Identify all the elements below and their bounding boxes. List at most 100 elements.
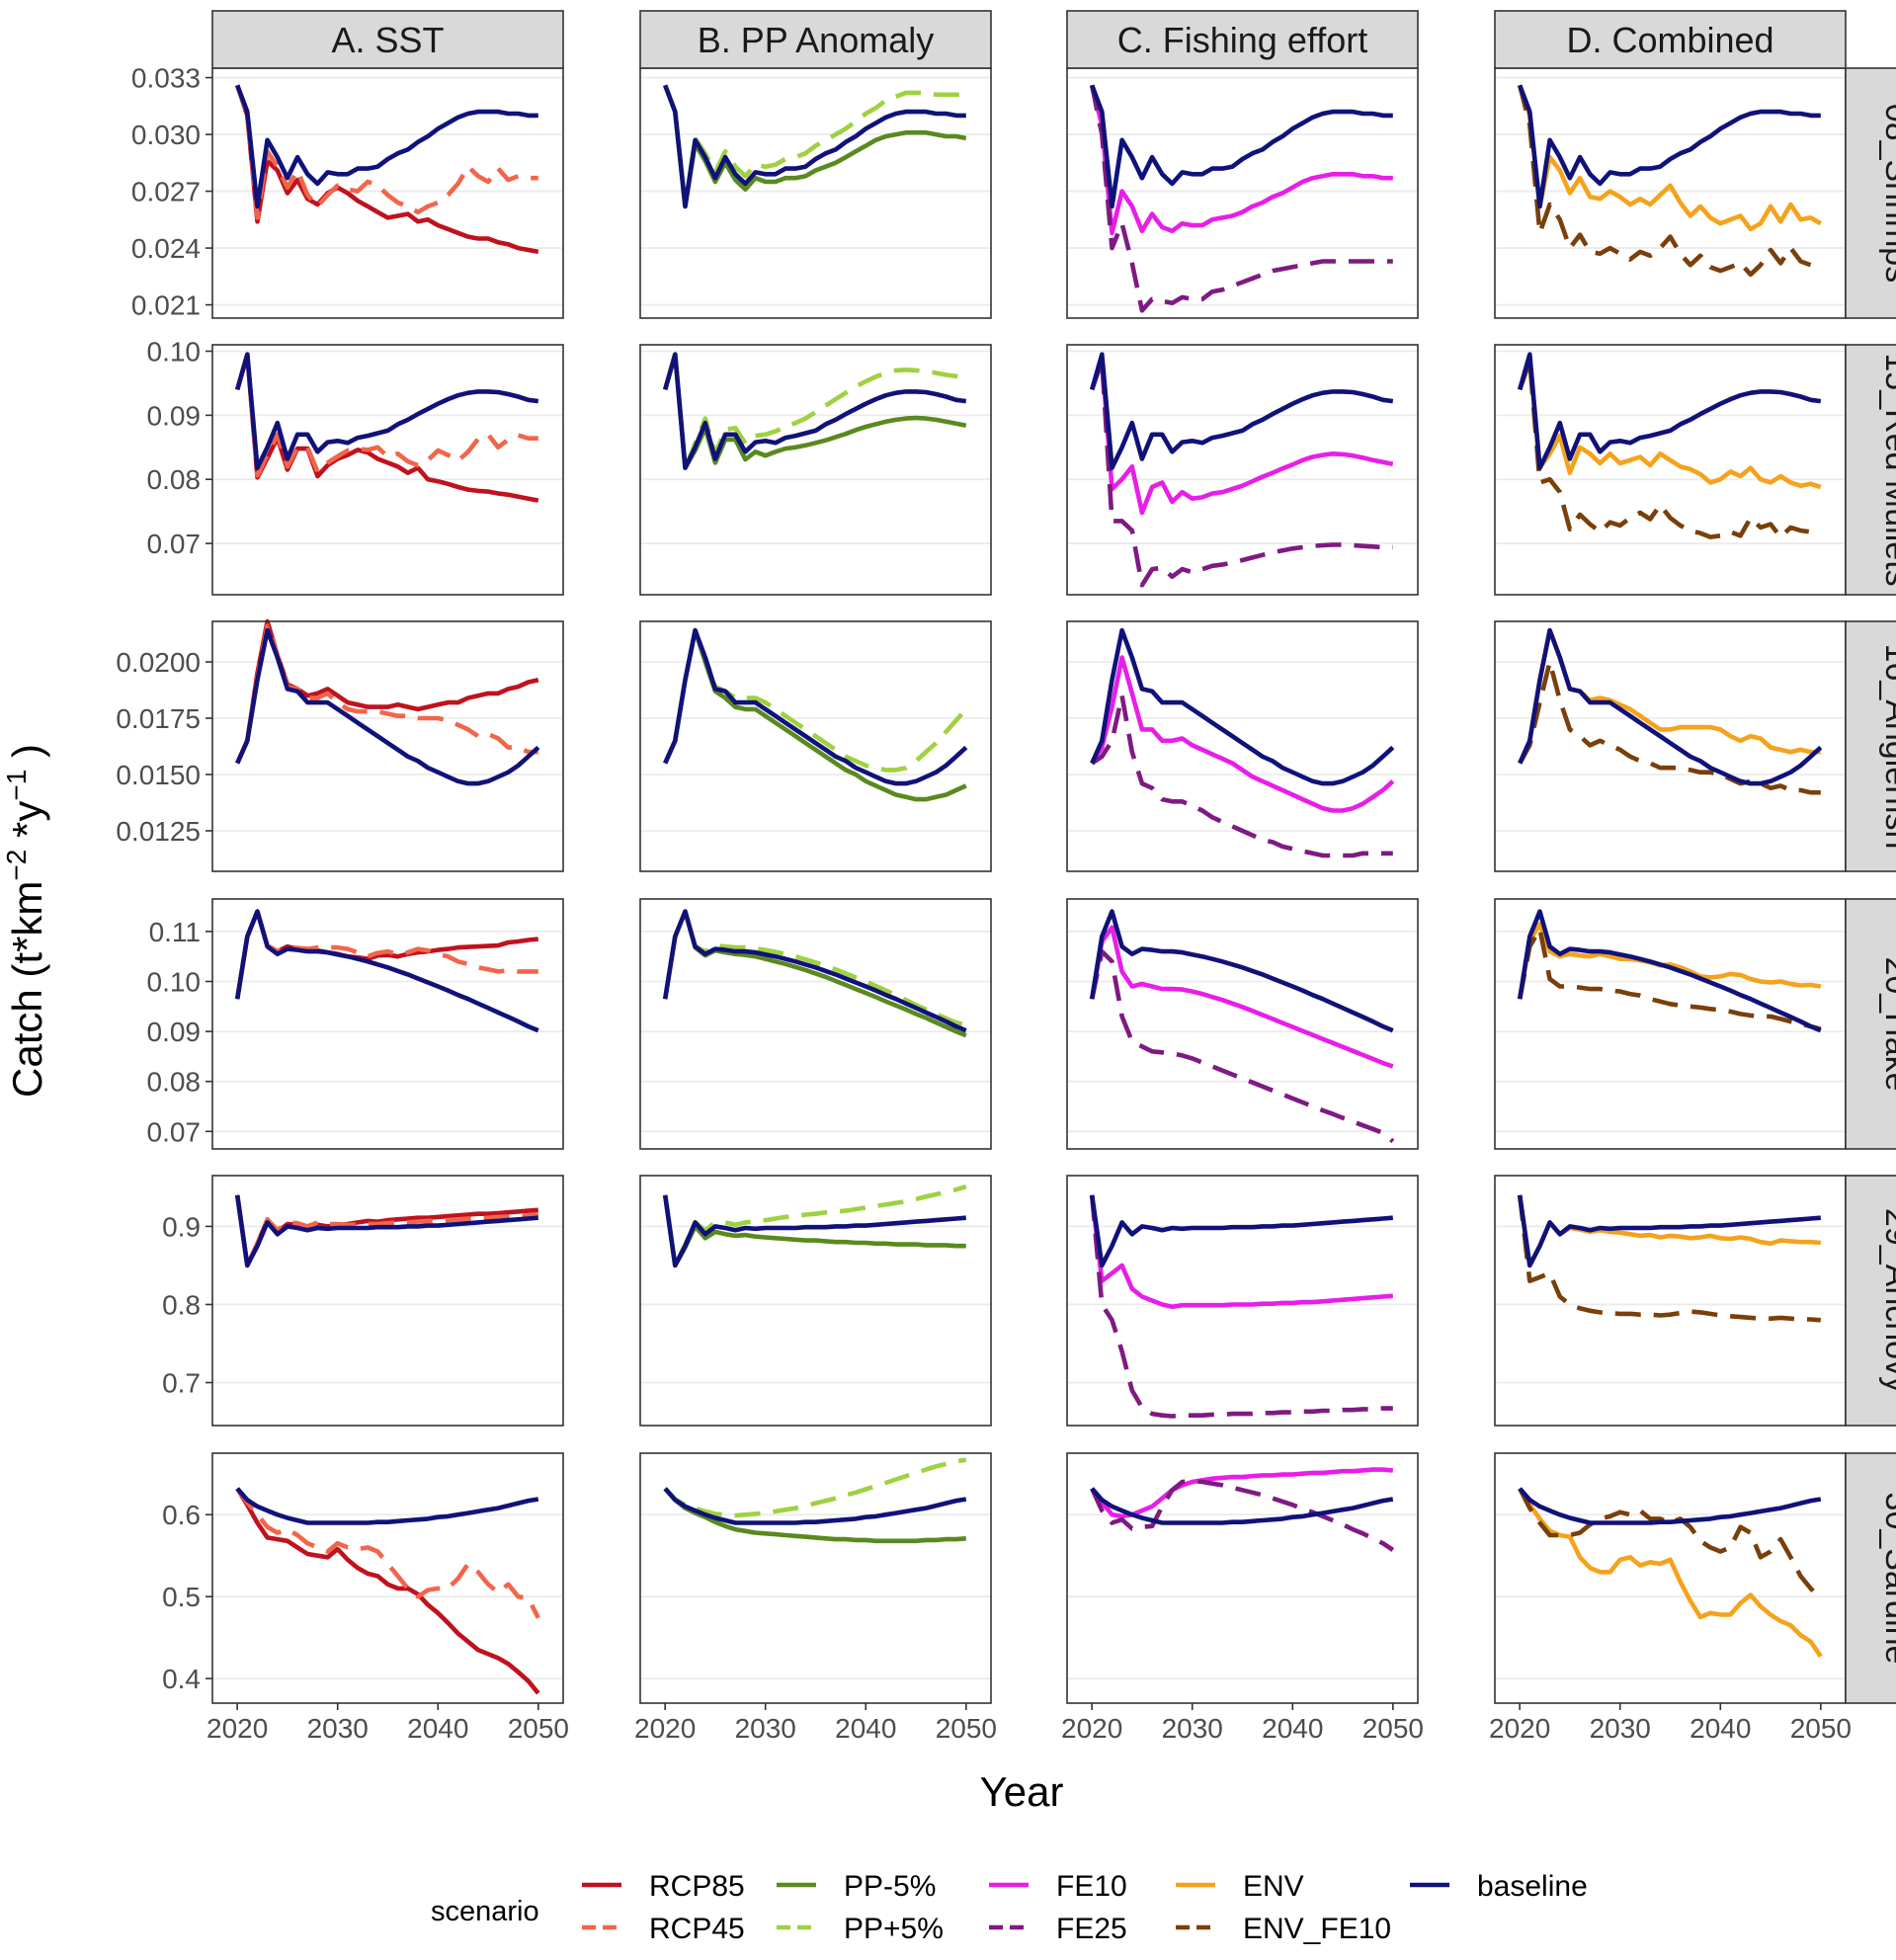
- strip-label-row-30-sardine: 30_Sardine: [1878, 1493, 1896, 1665]
- panel-c-15-red-mullets: [1066, 344, 1419, 596]
- series-line-fe10-c-16-anglerfish: [1090, 655, 1395, 813]
- y-tick-label-20-hake-1: 0.08: [147, 1067, 202, 1098]
- y-tick-label-30-sardine-0: 0.4: [162, 1664, 201, 1694]
- strip-col-c: [1066, 10, 1419, 69]
- strip-label-col-b: B. PP Anomaly: [698, 20, 934, 60]
- panel-bg-c-29-anchovy: [1067, 1176, 1418, 1426]
- facet-panels: [211, 67, 1847, 1704]
- series-line-fe10-c-08-shrimps: [1089, 84, 1393, 236]
- panel-b-16-anglerfish: [639, 620, 992, 872]
- series-line-env-fe10-d-16-anglerfish: [1518, 659, 1821, 795]
- panel-border-b-20-hake: [639, 898, 992, 1150]
- panel-bg-d-15-red-mullets: [1495, 345, 1846, 595]
- panel-bg-d-20-hake: [1495, 899, 1846, 1149]
- legend-label-rcp45: RCP45: [649, 1913, 745, 1945]
- series-line-pp-5-b-29-anchovy: [662, 1184, 967, 1268]
- y-tick-label-08-shrimps-4: 0.033: [131, 63, 201, 94]
- panel-bg-c-30-sardine: [1067, 1453, 1418, 1703]
- panel-bg-a-15-red-mullets: [212, 345, 563, 595]
- strip-row-15-red-mullets: [1845, 344, 1896, 596]
- series-line-env-fe10-d-29-anchovy: [1517, 1194, 1821, 1323]
- panel-d-16-anglerfish: [1494, 620, 1847, 872]
- panel-a-08-shrimps: [211, 67, 564, 319]
- x-tick-label-a-2: 2040: [407, 1713, 468, 1744]
- strip-row-29-anchovy: [1845, 1175, 1896, 1427]
- series-line-fe10-c-29-anchovy: [1089, 1194, 1393, 1310]
- series-line-baseline-a-30-sardine: [235, 1487, 539, 1525]
- panel-d-29-anchovy: [1494, 1175, 1847, 1427]
- series-line-pp-5-b-15-red-mullets: [662, 352, 967, 470]
- series-line-baseline-a-08-shrimps: [235, 84, 538, 209]
- strip-label-row-15-red-mullets: 15_Red Mullets: [1878, 353, 1896, 586]
- series-line-fe25-c-08-shrimps: [1089, 84, 1393, 313]
- x-tick-label-c-2: 2040: [1262, 1713, 1323, 1744]
- y-tick-label-30-sardine-2: 0.6: [162, 1500, 201, 1530]
- panel-d-08-shrimps: [1494, 67, 1847, 319]
- y-tick-label-08-shrimps-2: 0.027: [131, 177, 201, 207]
- series-line-env-d-30-sardine: [1518, 1487, 1823, 1658]
- strip-label-col-c: C. Fishing effort: [1117, 20, 1367, 60]
- panel-c-29-anchovy: [1066, 1175, 1419, 1427]
- series-line-fe25-c-20-hake: [1089, 948, 1395, 1144]
- y-axis-title-sup1: −2: [1, 850, 32, 881]
- strip-col-b: [639, 10, 992, 69]
- strip-label-row-16-anglerfish: 16_Anglerfish: [1878, 644, 1896, 850]
- legend-label-pp-5: PP+5%: [844, 1913, 944, 1945]
- panel-bg-c-15-red-mullets: [1067, 345, 1418, 595]
- y-tick-label-16-anglerfish-2: 0.0175: [116, 703, 201, 734]
- y-axis-title-suffix: ): [4, 744, 50, 770]
- panel-b-15-red-mullets: [639, 344, 992, 596]
- strip-row-30-sardine: [1845, 1452, 1896, 1704]
- series-line-rcp45-a-20-hake: [234, 909, 538, 1000]
- series-line-rcp85-a-20-hake: [234, 909, 539, 1000]
- series-line-fe25-c-30-sardine: [1090, 1478, 1395, 1552]
- panel-d-20-hake: [1494, 898, 1847, 1150]
- strip-label-row-20-hake: 20_Hake: [1878, 956, 1896, 1091]
- series-line-pp-5-b-08-shrimps: [663, 84, 967, 209]
- series-line-baseline-a-16-anglerfish: [235, 627, 540, 786]
- series-line-baseline-a-15-red-mullets: [234, 352, 539, 470]
- panel-bg-b-30-sardine: [640, 1453, 991, 1703]
- series-line-baseline-a-20-hake: [234, 909, 539, 1033]
- panel-a-30-sardine: [211, 1452, 564, 1704]
- series-line-baseline-d-30-sardine: [1518, 1487, 1822, 1525]
- x-tick-label-a-0: 2020: [206, 1713, 268, 1744]
- legend-title: scenario: [431, 1896, 539, 1927]
- panel-bg-b-15-red-mullets: [640, 345, 991, 595]
- series-line-baseline-b-20-hake: [662, 909, 967, 1033]
- legend-label-pp-5: PP-5%: [844, 1870, 936, 1903]
- panel-c-20-hake: [1066, 898, 1419, 1150]
- series-line-baseline-c-08-shrimps: [1090, 84, 1393, 209]
- legend-label-rcp85: RCP85: [649, 1870, 745, 1903]
- panel-bg-d-16-anglerfish: [1495, 621, 1846, 871]
- series-line-pp-5-b-08-shrimps: [663, 84, 966, 209]
- strip-label-row-08-shrimps: 08_Shrimps: [1878, 104, 1896, 283]
- y-tick-label-08-shrimps-1: 0.024: [131, 233, 201, 264]
- series-line-fe25-c-15-red-mullets: [1090, 358, 1393, 588]
- strip-row-08-shrimps: [1845, 67, 1896, 319]
- x-tick-label-b-1: 2030: [735, 1713, 796, 1744]
- series-line-rcp45-a-15-red-mullets: [234, 352, 538, 478]
- series-line-rcp85-a-29-anchovy: [234, 1194, 538, 1268]
- panel-border-a-20-hake: [211, 898, 564, 1150]
- series-line-rcp85-a-30-sardine: [235, 1487, 540, 1695]
- y-tick-label-16-anglerfish-0: 0.0125: [116, 816, 201, 847]
- y-tick-label-20-hake-4: 0.11: [149, 917, 201, 947]
- series-line-baseline-d-20-hake: [1517, 909, 1822, 1033]
- series-line-baseline-b-16-anglerfish: [663, 627, 968, 786]
- panel-border-a-30-sardine: [211, 1452, 564, 1704]
- legend-label-fe25: FE25: [1056, 1913, 1127, 1945]
- series-line-env-fe10-d-08-shrimps: [1517, 84, 1822, 278]
- y-axis-title-mid: *y: [4, 801, 50, 850]
- y-tick-label-15-red-mullets-0: 0.07: [147, 529, 202, 559]
- panel-border-c-20-hake: [1066, 898, 1419, 1150]
- y-tick-label-29-anchovy-2: 0.9: [162, 1211, 201, 1242]
- y-tick-label-15-red-mullets-2: 0.09: [147, 400, 202, 431]
- series-line-rcp85-a-08-shrimps: [235, 84, 539, 255]
- x-tick-label-d-1: 2030: [1590, 1713, 1651, 1744]
- panel-bg-b-08-shrimps: [640, 68, 991, 318]
- series-line-env-d-08-shrimps: [1518, 84, 1822, 232]
- series-line-baseline-c-15-red-mullets: [1089, 352, 1394, 470]
- x-tick-label-d-3: 2050: [1790, 1713, 1852, 1744]
